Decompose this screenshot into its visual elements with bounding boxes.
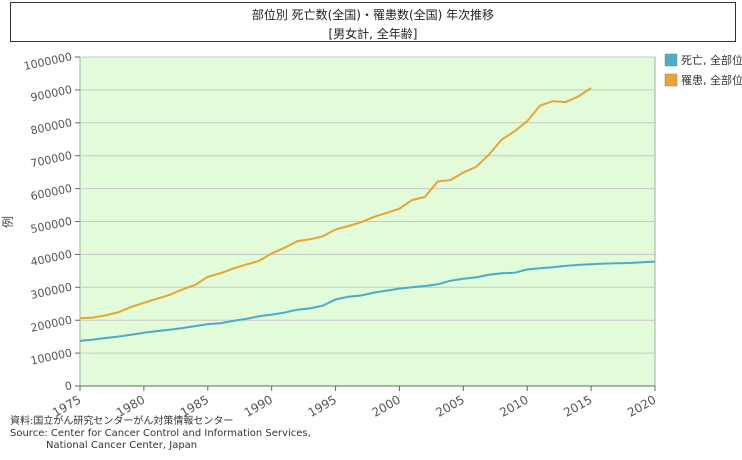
y-tick-label: 800000	[29, 116, 73, 137]
y-axis-label: 例	[1, 216, 15, 228]
x-tick-label: 2015	[561, 392, 594, 419]
x-tick-label: 2010	[497, 392, 530, 419]
legend-swatch-2	[664, 73, 678, 87]
source-note: 資料:国立がん研究センターがん対策情報センター Source: Center f…	[10, 416, 311, 452]
x-tick-label: 2020	[625, 392, 658, 419]
x-tick-label: 2005	[433, 392, 466, 419]
chart-title: 部位別 死亡数(全国)・罹患数(全国) 年次推移	[251, 8, 495, 22]
chart-subtitle: [男女計, 全年齢]	[328, 27, 418, 41]
source-line-1: 資料:国立がん研究センターがん対策情報センター	[10, 416, 234, 427]
y-tick-label: 700000	[29, 149, 73, 170]
series-line-2	[79, 87, 592, 320]
legend-label-1: 死亡, 全部位	[681, 53, 742, 67]
y-tick-label: 900000	[29, 83, 73, 104]
series-line-1	[79, 260, 656, 342]
y-tick-label: 1000000	[23, 50, 74, 73]
y-tick-label: 100000	[29, 346, 73, 367]
legend-label-2: 罹患, 全部位	[681, 73, 742, 87]
chart-title-box: 部位別 死亡数(全国)・罹患数(全国) 年次推移 [男女計, 全年齢]	[10, 2, 736, 42]
y-tick-label: 0	[64, 379, 74, 393]
y-tick-label: 500000	[29, 215, 73, 236]
source-line-3: National Cancer Center, Japan	[46, 440, 198, 451]
x-tick-label: 2000	[369, 392, 402, 419]
legend-swatch-1	[664, 53, 678, 67]
source-line-2: Source: Center for Cancer Control and In…	[10, 428, 311, 439]
y-tick-label: 400000	[29, 248, 73, 269]
y-tick-label: 300000	[29, 280, 73, 301]
y-tick-label: 600000	[29, 182, 73, 203]
y-tick-label: 200000	[29, 313, 73, 334]
